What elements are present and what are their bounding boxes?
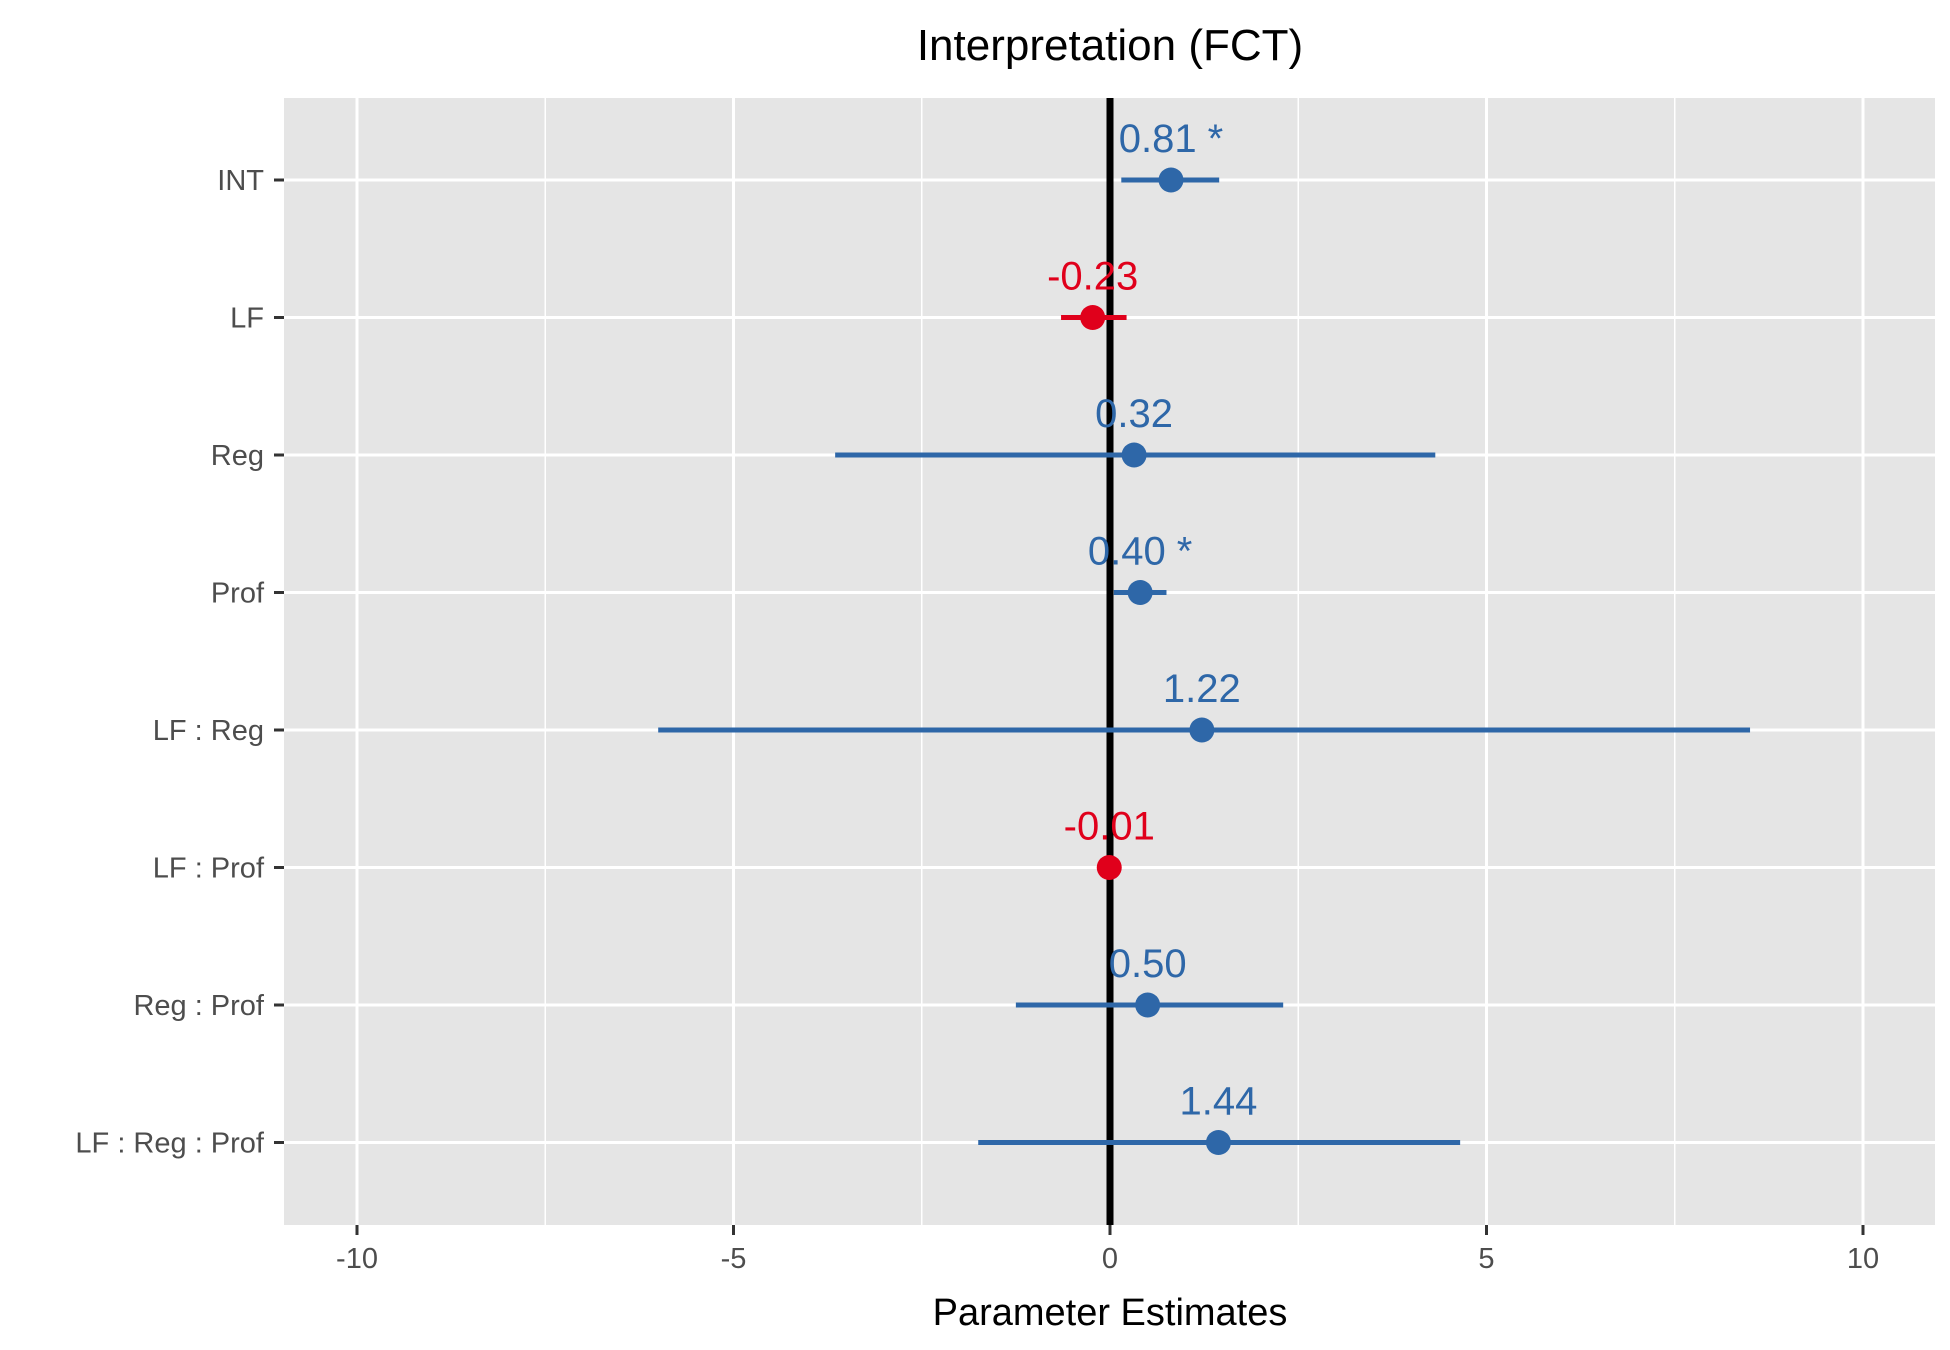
estimate-marks: 0.81 * -0.23 0.32 0.40 * 1.22 -0.01 0.50 1.44 xyxy=(658,117,1751,1155)
estimate-point-lf-reg xyxy=(1189,717,1215,743)
estimate-point-lf xyxy=(1080,305,1106,330)
x-tick-label: 10 xyxy=(1847,1243,1879,1275)
x-axis: -10 -5 0 5 10 xyxy=(336,1225,1879,1275)
x-tick-label: -5 xyxy=(721,1243,747,1275)
x-axis-title: Parameter Estimates xyxy=(933,1292,1288,1334)
chart-title: Interpretation (FCT) xyxy=(917,21,1303,70)
data-label-lf: -0.23 xyxy=(1047,255,1138,299)
minor-grid-lines xyxy=(544,98,1676,1225)
estimate-point-lf-reg-prof xyxy=(1205,1130,1231,1155)
y-tick-label-int: INT xyxy=(217,165,264,197)
data-label-reg: 0.32 xyxy=(1095,392,1173,436)
estimate-point-int xyxy=(1158,167,1184,193)
y-tick-label-lf: LF xyxy=(230,303,264,335)
y-tick-label-prof: Prof xyxy=(211,578,265,610)
estimate-point-reg-prof xyxy=(1135,992,1161,1018)
y-tick-label-reg: Reg xyxy=(211,440,264,472)
y-axis: INT LF Reg Prof LF : Reg LF : Prof Reg : Prof L… xyxy=(75,165,284,1160)
data-label-int: 0.81 * xyxy=(1119,117,1224,161)
estimate-point-prof xyxy=(1127,580,1153,605)
data-label-prof: 0.40 * xyxy=(1088,530,1193,574)
x-tick-label: 5 xyxy=(1478,1243,1494,1275)
y-tick-label-reg-prof: Reg : Prof xyxy=(133,990,264,1022)
y-tick-label-lf-reg-prof: LF : Reg : Prof xyxy=(75,1128,265,1160)
x-tick-label: 0 xyxy=(1102,1243,1118,1275)
data-label-lf-reg-prof: 1.44 xyxy=(1180,1080,1258,1124)
estimate-point-lf-prof xyxy=(1096,855,1122,880)
x-tick-label: -10 xyxy=(336,1243,378,1275)
y-tick-label-lf-prof: LF : Prof xyxy=(153,853,265,885)
y-tick-label-lf-reg: LF : Reg xyxy=(153,715,264,747)
data-label-lf-reg: 1.22 xyxy=(1163,667,1241,711)
estimate-point-reg xyxy=(1121,442,1147,468)
data-label-lf-prof: -0.01 xyxy=(1064,805,1155,849)
data-label-reg-prof: 0.50 xyxy=(1109,942,1187,986)
